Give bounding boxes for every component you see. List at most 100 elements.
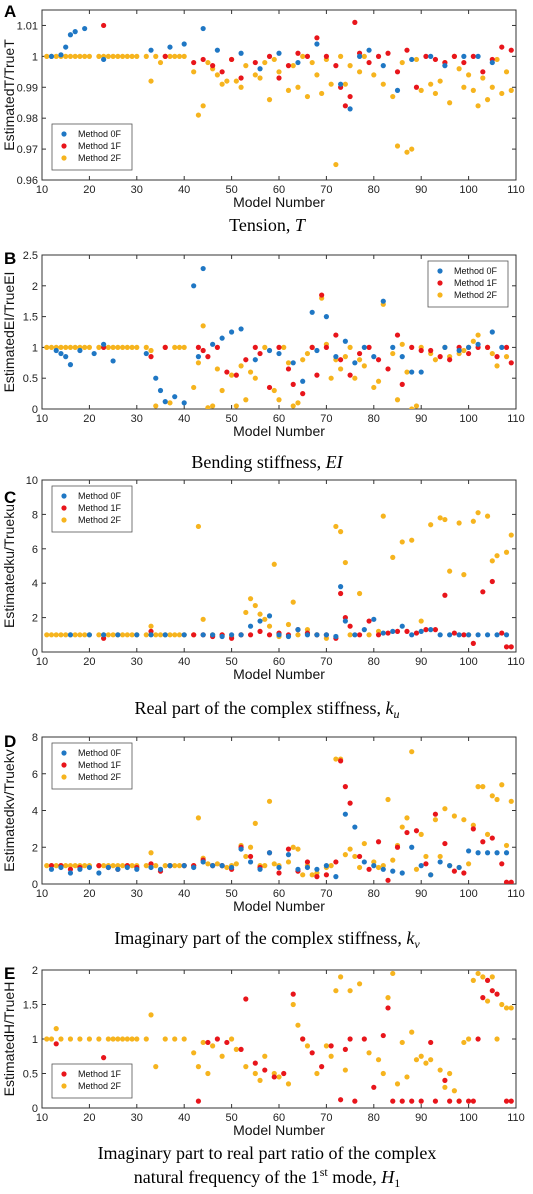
data-point	[470, 338, 476, 344]
data-point	[480, 839, 486, 845]
data-point	[115, 863, 121, 869]
caption-text: Tension, T	[229, 215, 307, 235]
data-point	[300, 391, 306, 397]
data-point	[333, 874, 339, 880]
data-point	[271, 861, 277, 867]
data-point	[404, 47, 410, 53]
data-point	[82, 344, 88, 350]
legend-marker	[61, 774, 67, 780]
data-point	[380, 863, 386, 869]
legend-entry: Method 2F	[454, 290, 498, 300]
data-point	[499, 90, 505, 97]
data-point	[442, 63, 448, 69]
data-point	[489, 84, 495, 90]
data-point	[200, 265, 206, 272]
data-point	[390, 350, 396, 357]
data-point	[119, 1036, 126, 1042]
data-point	[86, 864, 92, 871]
data-point	[72, 632, 78, 638]
data-point	[67, 362, 74, 368]
legend-entry: Method 0F	[78, 129, 122, 139]
data-point	[181, 41, 187, 47]
data-point	[338, 584, 344, 590]
data-point	[262, 1053, 268, 1059]
data-point	[48, 1036, 55, 1042]
data-point	[503, 1098, 510, 1104]
data-point	[219, 335, 225, 341]
data-point	[489, 350, 495, 357]
y-tick-label: 8	[32, 509, 38, 521]
data-point	[503, 632, 510, 638]
x-axis-label: Model Number	[233, 898, 325, 914]
data-point	[195, 360, 202, 366]
data-point	[499, 782, 505, 788]
data-point	[48, 866, 55, 872]
data-point	[148, 347, 154, 354]
data-point	[148, 850, 154, 856]
data-point	[148, 864, 154, 871]
y-tick-label: 8	[32, 732, 38, 744]
data-point	[110, 53, 116, 59]
data-point	[181, 400, 187, 406]
data-point	[262, 344, 268, 350]
data-point	[314, 35, 320, 41]
x-tick-label: 40	[178, 656, 190, 668]
data-point	[172, 394, 178, 400]
y-axis-label: EstimatedH/TrueH	[1, 982, 17, 1097]
data-point	[385, 877, 391, 883]
data-point	[67, 53, 74, 59]
data-point	[314, 866, 320, 872]
data-point	[385, 1005, 391, 1011]
data-point	[266, 850, 273, 856]
data-point	[399, 539, 405, 545]
data-point	[210, 632, 216, 638]
data-point	[214, 72, 220, 78]
data-point	[390, 93, 396, 100]
data-point	[266, 53, 273, 59]
data-point	[499, 344, 505, 350]
data-point	[480, 784, 486, 790]
x-tick-label: 90	[415, 184, 427, 196]
data-point	[162, 863, 168, 869]
data-point	[304, 859, 311, 865]
x-tick-label: 80	[368, 888, 380, 900]
data-point	[96, 870, 102, 876]
data-point	[124, 632, 130, 638]
data-point	[205, 59, 211, 66]
data-point	[499, 44, 505, 50]
x-tick-label: 100	[459, 1112, 477, 1124]
data-point	[461, 84, 467, 90]
data-point	[461, 1039, 467, 1046]
data-point	[432, 627, 439, 633]
data-point	[508, 644, 514, 650]
data-point	[63, 44, 69, 50]
data-point	[352, 360, 358, 366]
data-point	[167, 863, 173, 869]
data-point	[119, 344, 126, 350]
data-point	[413, 828, 420, 834]
data-point	[285, 87, 292, 93]
data-point	[447, 632, 453, 638]
data-point	[437, 1067, 443, 1073]
data-point	[432, 56, 439, 63]
data-point	[499, 1001, 505, 1008]
y-axis-label: Estimatedkv/Truekv	[1, 749, 17, 871]
data-point	[380, 298, 386, 304]
data-point	[380, 513, 386, 519]
data-point	[276, 50, 282, 56]
y-tick-label: 1.5	[23, 1000, 38, 1012]
data-point	[371, 72, 377, 78]
legend-marker	[61, 517, 67, 523]
data-point	[475, 850, 481, 856]
data-point	[494, 632, 500, 638]
data-point	[442, 840, 448, 847]
data-point	[508, 879, 514, 884]
data-point	[428, 522, 434, 528]
data-point	[72, 863, 78, 869]
data-point	[257, 866, 263, 872]
data-point	[96, 53, 102, 59]
data-point	[58, 52, 64, 58]
data-point	[67, 870, 74, 876]
data-point	[181, 863, 187, 869]
data-point	[503, 344, 510, 350]
